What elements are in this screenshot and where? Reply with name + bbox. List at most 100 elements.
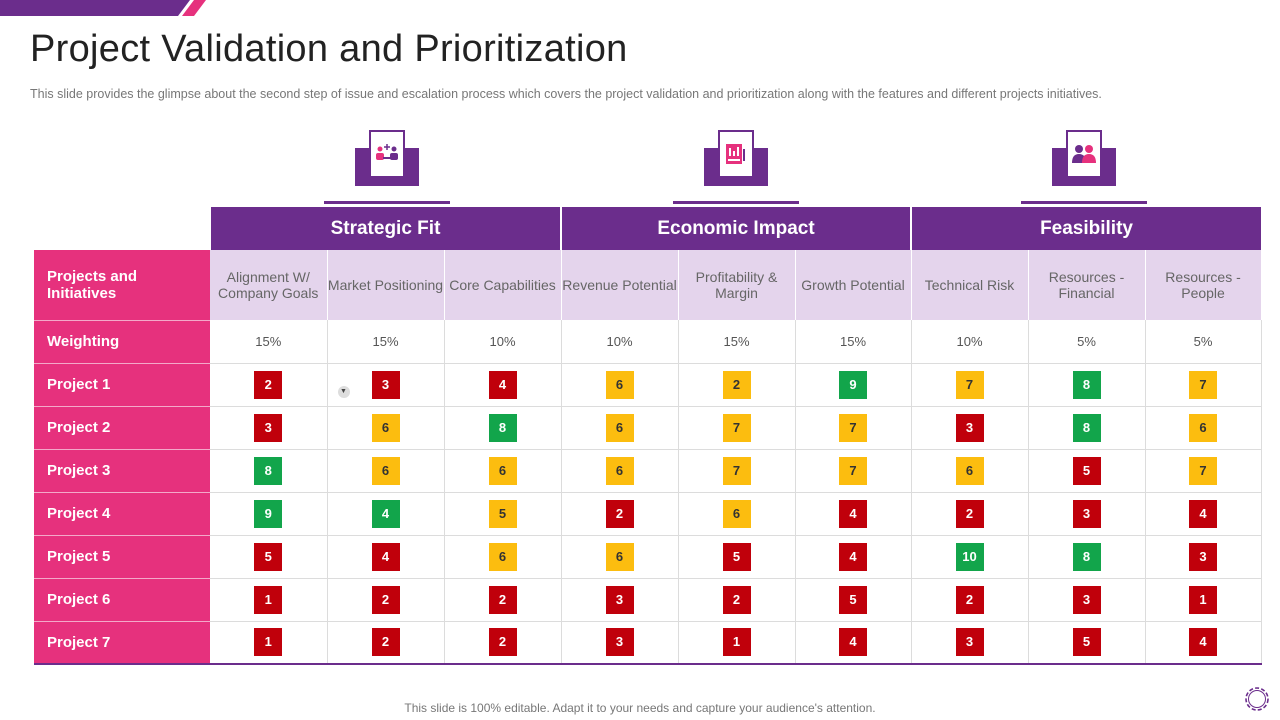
- score-badge: 3: [1072, 585, 1101, 614]
- score-badge: 8: [488, 413, 517, 442]
- score-badge: 2: [371, 585, 400, 614]
- score-cell[interactable]: 2: [561, 492, 679, 536]
- score-cell[interactable]: 6: [327, 406, 445, 450]
- score-badge: 6: [488, 456, 517, 485]
- project-name: Project 4: [34, 492, 210, 536]
- score-badge: 2: [254, 370, 283, 399]
- score-cell[interactable]: ▼ 3: [327, 363, 445, 407]
- score-cell[interactable]: 4: [444, 363, 562, 407]
- score-cell[interactable]: 6: [678, 492, 796, 536]
- score-cell[interactable]: 8: [444, 406, 562, 450]
- score-cell[interactable]: 6: [444, 449, 562, 493]
- score-cell[interactable]: 4: [795, 535, 912, 579]
- score-cell[interactable]: 7: [1145, 363, 1262, 407]
- score-badge: 7: [839, 413, 868, 442]
- group-header-row: Strategic Fit Economic Impact Feasibilit…: [34, 207, 1262, 250]
- score-cell[interactable]: 7: [678, 406, 796, 450]
- criteria-header-5: Profitability & Margin: [678, 250, 796, 320]
- score-cell[interactable]: 5: [795, 578, 912, 622]
- weight-cell: 15%: [678, 320, 796, 364]
- score-cell[interactable]: 5: [1028, 449, 1146, 493]
- score-cell[interactable]: 2: [327, 621, 445, 665]
- score-cell[interactable]: 2: [210, 363, 328, 407]
- score-badge: 10: [955, 542, 984, 571]
- criteria-header-9: Resources - People: [1145, 250, 1262, 320]
- score-cell[interactable]: 6: [1145, 406, 1262, 450]
- score-cell[interactable]: 2: [327, 578, 445, 622]
- score-cell[interactable]: 7: [795, 406, 912, 450]
- corner-decoration: [0, 0, 206, 16]
- score-cell[interactable]: 6: [561, 449, 679, 493]
- project-row: Project 6 1 2 2 3 2 5 2 3 1: [34, 578, 1262, 622]
- score-cell[interactable]: 5: [678, 535, 796, 579]
- score-badge: 2: [605, 499, 634, 528]
- score-cell[interactable]: 2: [911, 492, 1029, 536]
- score-cell[interactable]: 1: [1145, 578, 1262, 622]
- score-cell[interactable]: 3: [1145, 535, 1262, 579]
- score-cell[interactable]: 6: [911, 449, 1029, 493]
- score-cell[interactable]: 5: [210, 535, 328, 579]
- score-cell[interactable]: 2: [444, 578, 562, 622]
- weight-cell: 15%: [327, 320, 445, 364]
- score-badge: 8: [254, 456, 283, 485]
- score-badge: 1: [722, 628, 751, 657]
- score-badge: 4: [1189, 628, 1218, 657]
- score-cell[interactable]: 8: [1028, 406, 1146, 450]
- score-cell[interactable]: 9: [795, 363, 912, 407]
- score-cell[interactable]: 7: [1145, 449, 1262, 493]
- score-cell[interactable]: 1: [210, 578, 328, 622]
- score-cell[interactable]: 8: [1028, 363, 1146, 407]
- score-cell[interactable]: 6: [327, 449, 445, 493]
- score-cell[interactable]: 9: [210, 492, 328, 536]
- score-cell[interactable]: 3: [1028, 578, 1146, 622]
- score-cell[interactable]: 2: [911, 578, 1029, 622]
- score-cell[interactable]: 2: [678, 578, 796, 622]
- dropdown-marker-icon[interactable]: ▼: [337, 385, 350, 398]
- criteria-header-row: Projects and Initiatives Alignment W/ Co…: [34, 250, 1262, 321]
- score-cell[interactable]: 8: [1028, 535, 1146, 579]
- score-badge: 3: [1189, 542, 1218, 571]
- score-cell[interactable]: 6: [561, 363, 679, 407]
- score-cell[interactable]: 3: [911, 406, 1029, 450]
- score-cell[interactable]: 2: [678, 363, 796, 407]
- score-cell[interactable]: 6: [561, 535, 679, 579]
- score-cell[interactable]: 6: [561, 406, 679, 450]
- score-cell[interactable]: 1: [210, 621, 328, 665]
- weighting-row: Weighting 15% 15% 10% 10% 15% 15% 10% 5% 5%: [34, 320, 1262, 364]
- score-cell[interactable]: 3: [561, 578, 679, 622]
- score-badge: 4: [839, 499, 868, 528]
- score-cell[interactable]: 10: [911, 535, 1029, 579]
- score-badge: 8: [1072, 370, 1101, 399]
- score-badge: 5: [722, 542, 751, 571]
- project-row: Project 2 3 6 8 6 7 7 3 8 6: [34, 406, 1262, 450]
- score-badge: 7: [1189, 456, 1218, 485]
- weight-cell: 10%: [561, 320, 679, 364]
- prioritization-matrix: Strategic Fit Economic Impact Feasibilit…: [34, 207, 1262, 665]
- score-cell[interactable]: 4: [327, 492, 445, 536]
- score-cell[interactable]: 3: [1028, 492, 1146, 536]
- settings-gear-icon[interactable]: [1242, 684, 1272, 714]
- score-badge: 7: [722, 456, 751, 485]
- score-cell[interactable]: 2: [444, 621, 562, 665]
- score-cell[interactable]: 7: [911, 363, 1029, 407]
- score-cell[interactable]: 4: [795, 492, 912, 536]
- score-cell[interactable]: 6: [444, 535, 562, 579]
- score-cell[interactable]: 4: [1145, 492, 1262, 536]
- score-cell[interactable]: 4: [327, 535, 445, 579]
- score-cell[interactable]: 7: [678, 449, 796, 493]
- project-row: Project 4 9 4 5 2 6 4 2 3 4: [34, 492, 1262, 536]
- score-cell[interactable]: 5: [1028, 621, 1146, 665]
- score-badge: 5: [1072, 628, 1101, 657]
- score-cell[interactable]: 8: [210, 449, 328, 493]
- score-cell[interactable]: 3: [561, 621, 679, 665]
- score-cell[interactable]: 3: [911, 621, 1029, 665]
- score-cell[interactable]: 7: [795, 449, 912, 493]
- score-cell[interactable]: 3: [210, 406, 328, 450]
- criteria-header-2: Market Positioning: [327, 250, 445, 320]
- score-cell[interactable]: 4: [1145, 621, 1262, 665]
- criteria-header-7: Technical Risk: [911, 250, 1029, 320]
- score-cell[interactable]: 1: [678, 621, 796, 665]
- score-cell[interactable]: 4: [795, 621, 912, 665]
- project-name: Project 5: [34, 535, 210, 579]
- score-cell[interactable]: 5: [444, 492, 562, 536]
